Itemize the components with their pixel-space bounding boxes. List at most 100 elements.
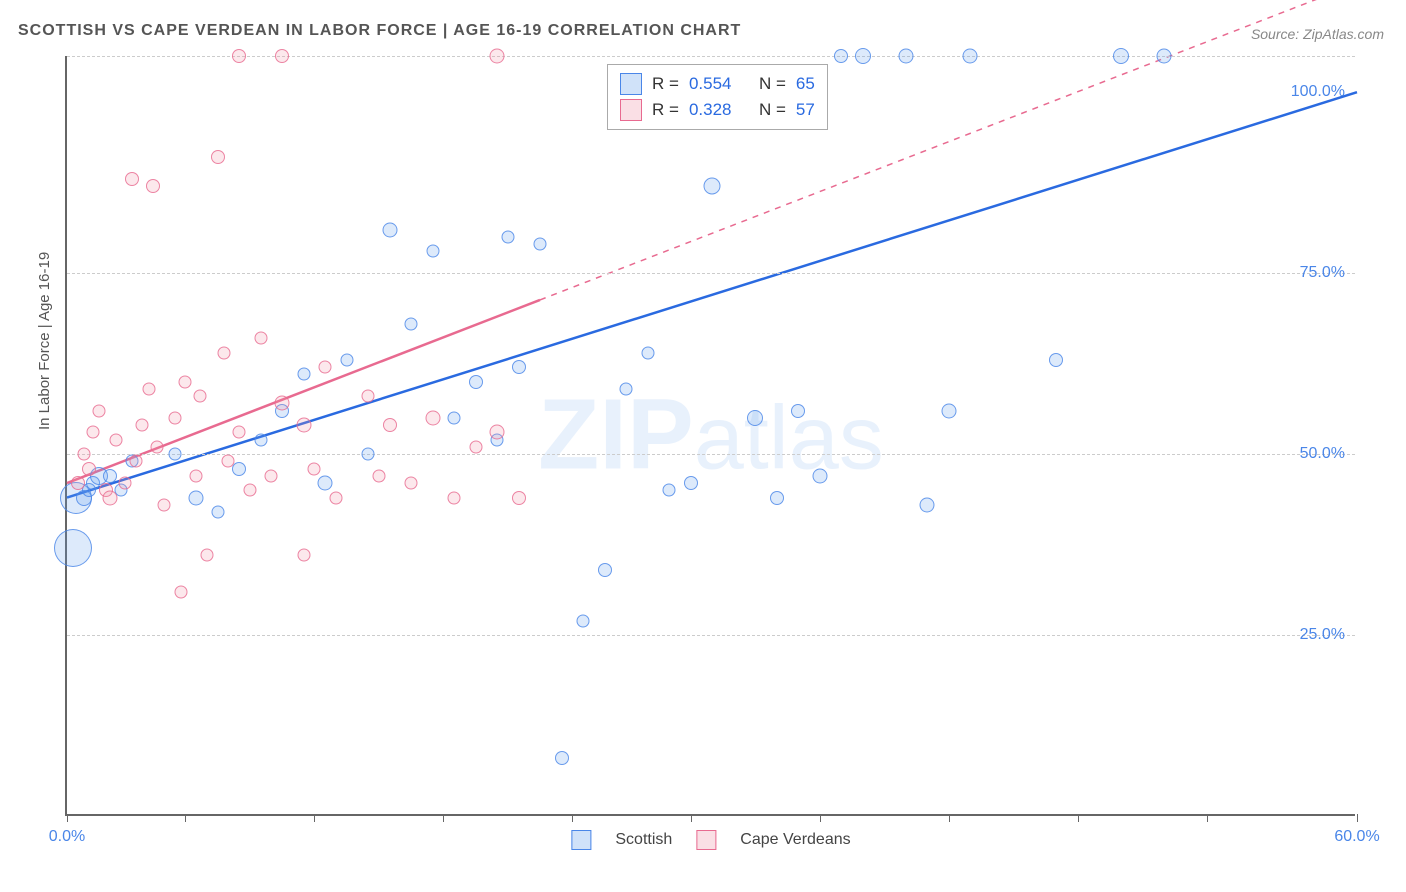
data-point: [448, 491, 461, 504]
data-point: [318, 476, 333, 491]
data-point: [812, 468, 827, 483]
data-point: [296, 418, 311, 433]
data-point: [78, 448, 91, 461]
data-point: [501, 230, 514, 243]
data-point: [362, 390, 375, 403]
x-tick: [572, 814, 573, 822]
x-tick-label: 0.0%: [49, 828, 85, 846]
x-tick: [1078, 814, 1079, 822]
data-point: [222, 455, 235, 468]
x-tick: [185, 814, 186, 822]
data-point: [146, 179, 160, 193]
data-point: [855, 48, 871, 64]
data-point: [382, 222, 397, 237]
data-point: [405, 317, 418, 330]
data-point: [265, 469, 278, 482]
data-point: [71, 476, 85, 490]
data-point: [684, 476, 698, 490]
data-point: [512, 491, 526, 505]
legend-stat-row: R =0.554N =65: [620, 71, 815, 97]
data-point: [941, 403, 956, 418]
data-point: [598, 563, 612, 577]
data-point: [490, 49, 505, 64]
data-point: [93, 404, 106, 417]
data-point: [190, 469, 203, 482]
data-point: [920, 497, 935, 512]
x-tick: [691, 814, 692, 822]
data-point: [704, 178, 721, 195]
data-point: [232, 49, 246, 63]
data-point: [426, 245, 439, 258]
data-point: [340, 354, 353, 367]
data-point: [297, 549, 310, 562]
data-point: [577, 614, 590, 627]
data-point: [425, 410, 440, 425]
data-point: [747, 410, 763, 426]
data-point: [791, 404, 805, 418]
data-point: [142, 382, 155, 395]
data-point: [1049, 353, 1063, 367]
legend-swatch: [620, 99, 642, 121]
data-point: [103, 490, 118, 505]
data-point: [151, 440, 164, 453]
data-point: [217, 346, 230, 359]
data-point: [372, 469, 385, 482]
legend-swatch: [696, 830, 716, 850]
data-point: [297, 368, 310, 381]
data-point: [469, 440, 482, 453]
data-point: [157, 498, 170, 511]
data-point: [1156, 49, 1171, 64]
data-point: [110, 433, 123, 446]
data-point: [663, 484, 676, 497]
data-point: [405, 477, 418, 490]
data-point: [194, 390, 207, 403]
data-point: [136, 419, 149, 432]
data-point: [1113, 48, 1129, 64]
data-point: [211, 506, 224, 519]
legend-label: Cape Verdeans: [740, 831, 850, 849]
data-point: [254, 433, 267, 446]
data-point: [469, 375, 483, 389]
data-point: [641, 346, 654, 359]
data-point: [534, 238, 547, 251]
data-point: [174, 585, 187, 598]
data-point: [125, 172, 139, 186]
data-point: [119, 477, 132, 490]
legend-series: ScottishCape Verdeans: [571, 830, 850, 850]
data-point: [620, 382, 633, 395]
y-tick-label: 50.0%: [1300, 445, 1345, 463]
chart-title: SCOTTISH VS CAPE VERDEAN IN LABOR FORCE …: [18, 22, 741, 40]
legend-swatch: [571, 830, 591, 850]
y-tick-label: 75.0%: [1300, 264, 1345, 282]
x-tick: [820, 814, 821, 822]
gridline: [67, 635, 1355, 636]
data-point: [86, 426, 99, 439]
data-point: [103, 469, 117, 483]
x-tick: [67, 814, 68, 822]
data-point: [200, 549, 213, 562]
legend-stat-row: R =0.328N =57: [620, 97, 815, 123]
x-tick: [443, 814, 444, 822]
data-point: [189, 490, 204, 505]
y-tick-label: 100.0%: [1291, 83, 1345, 101]
legend-stats: R =0.554N =65R =0.328N =57: [607, 64, 828, 130]
legend-swatch: [620, 73, 642, 95]
data-point: [319, 361, 332, 374]
data-point: [963, 49, 978, 64]
data-point: [243, 484, 256, 497]
plot-area: ZIPatlas R =0.554N =65R =0.328N =57 Scot…: [65, 56, 1355, 816]
data-point: [254, 332, 267, 345]
data-point: [490, 425, 505, 440]
data-point: [82, 462, 96, 476]
data-point: [168, 448, 181, 461]
data-point: [770, 491, 784, 505]
x-tick: [1207, 814, 1208, 822]
data-point: [54, 529, 92, 567]
y-tick-label: 25.0%: [1300, 626, 1345, 644]
x-tick-label: 60.0%: [1334, 828, 1379, 846]
data-point: [512, 360, 526, 374]
source-label: Source: ZipAtlas.com: [1251, 26, 1384, 42]
data-point: [383, 418, 397, 432]
x-tick: [949, 814, 950, 822]
data-point: [168, 411, 181, 424]
